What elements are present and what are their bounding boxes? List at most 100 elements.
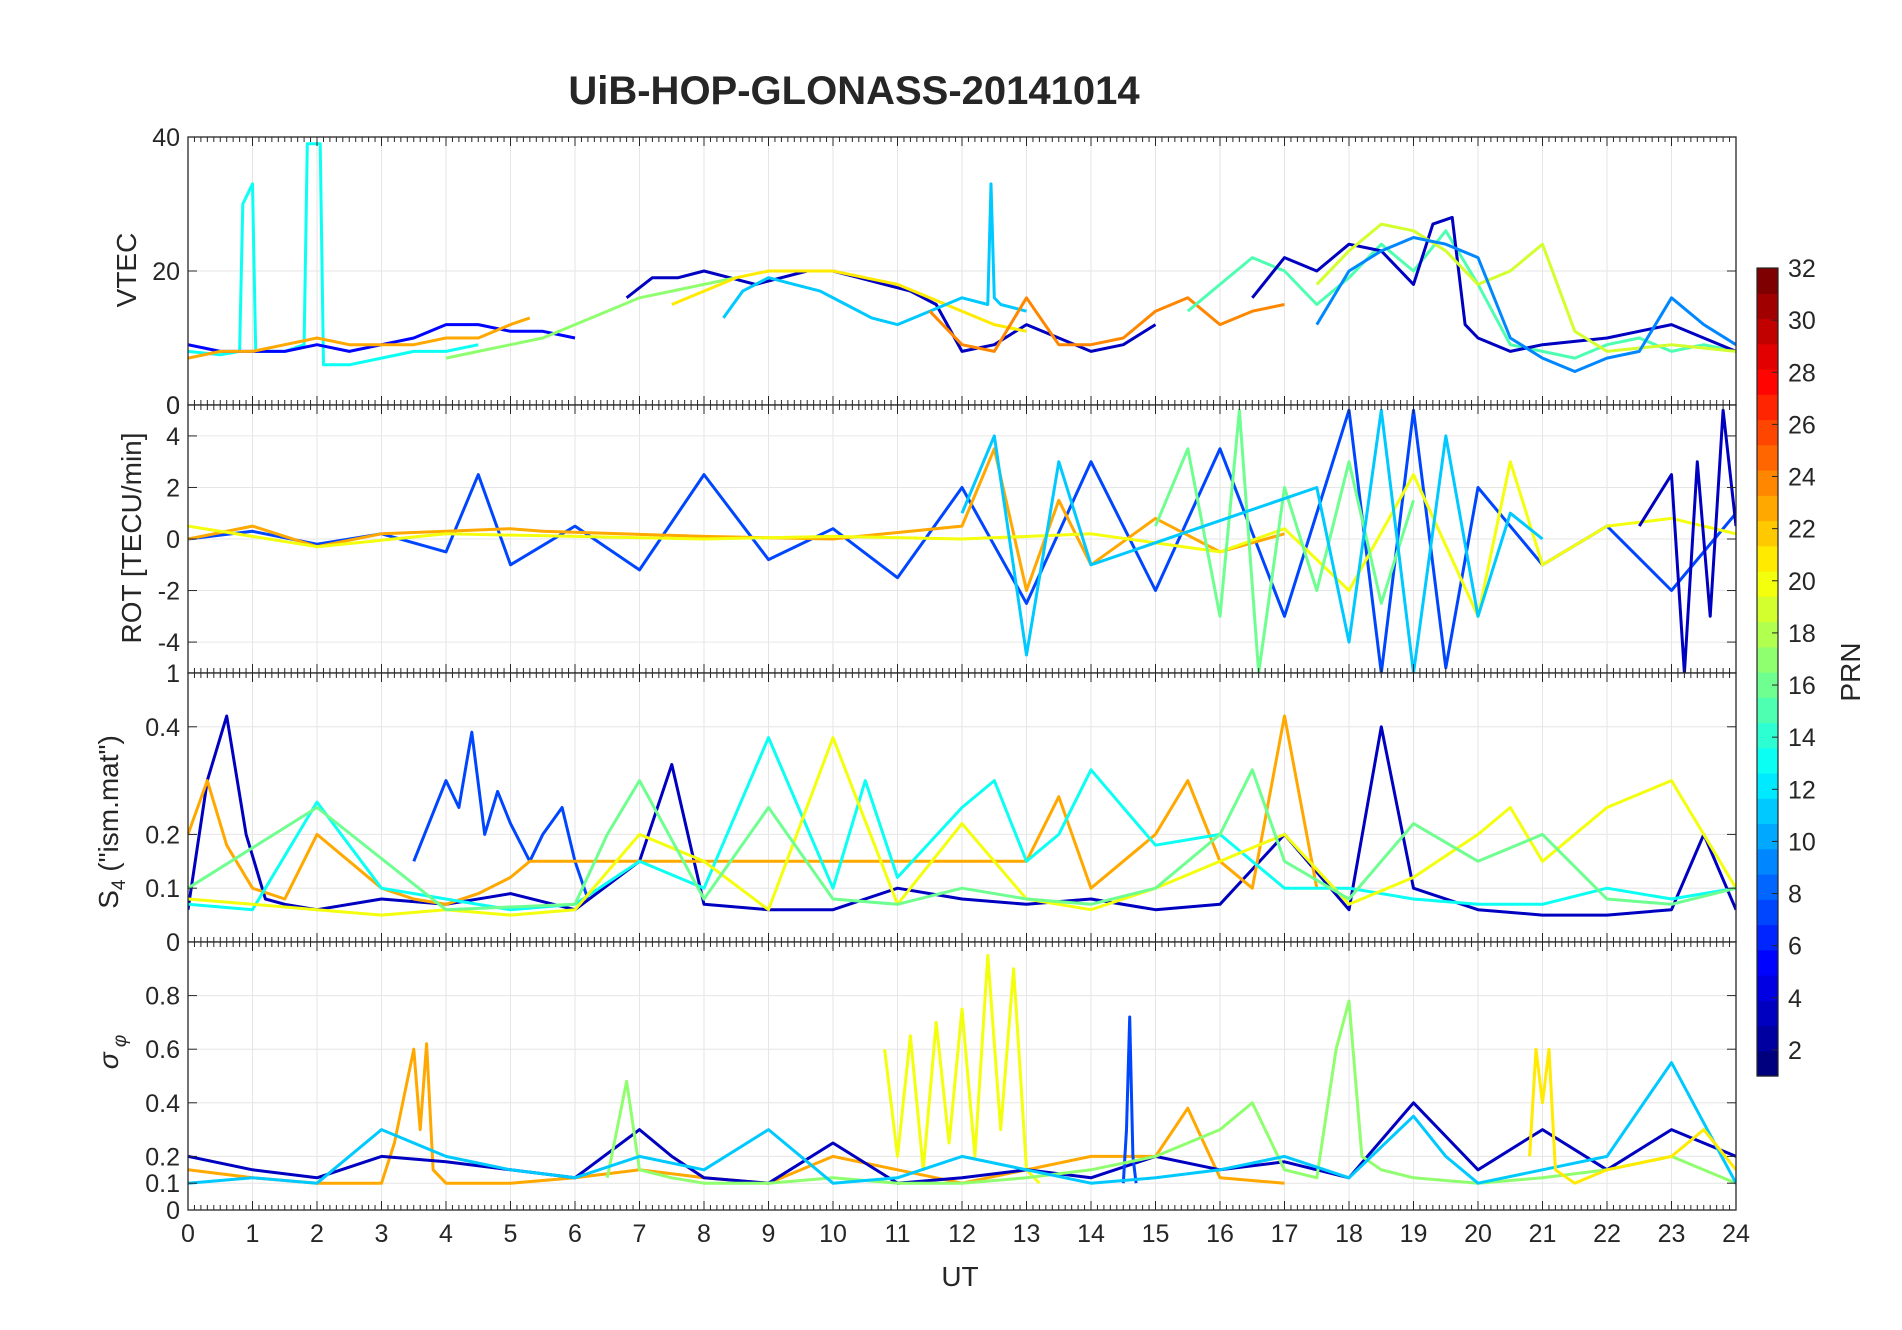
y-tick-label: 1 [166, 660, 180, 688]
colorbar-segment [1757, 394, 1778, 421]
colorbar-segment [1757, 949, 1778, 976]
series-line-prn-13 [188, 142, 479, 367]
sigma-phi-ylabel: σ φ [93, 1035, 131, 1070]
colorbar-segment [1757, 369, 1778, 395]
rot-ylabel: ROT [TECU/min] [116, 432, 147, 643]
series-line-prn-23 [188, 316, 531, 360]
x-tick-label: 10 [819, 1220, 847, 1248]
y-tick-label: 0 [166, 1197, 180, 1225]
colorbar-segment [1757, 798, 1778, 825]
series-line-prn-7 [1121, 1015, 1138, 1184]
colorbar-segment [1757, 747, 1778, 774]
x-tick-label: 4 [439, 1220, 453, 1248]
colorbar-segment [1757, 571, 1778, 597]
colorbar-segment [1757, 596, 1778, 623]
colorbar-label: PRN [1835, 642, 1866, 701]
series-line-prn-3 [1638, 408, 1736, 673]
series-line-prn-17 [445, 276, 737, 360]
series-line-prn-7 [412, 730, 590, 900]
y-tick-label: 40 [152, 124, 180, 152]
x-tick-label: 15 [1142, 1220, 1170, 1248]
x-tick-label: 20 [1464, 1220, 1492, 1248]
colorbar-segment [1757, 545, 1778, 572]
colorbar-tick-label: 10 [1788, 828, 1816, 856]
colorbar-segment [1757, 318, 1778, 345]
colorbar-segment [1757, 1000, 1778, 1027]
vtec-panel: 0 20 40 [152, 124, 1737, 420]
colorbar-segment [1757, 672, 1778, 698]
x-tick-label: 22 [1593, 1220, 1621, 1248]
series-line-prn-9 [1315, 236, 1736, 373]
sigma-phi-ylabel-text: σ φ [93, 1035, 131, 1070]
colorbar-segment [1757, 495, 1778, 522]
y-tick-label: -4 [158, 629, 180, 657]
x-tick-label: 17 [1271, 1220, 1299, 1248]
series-line-prn-3 [188, 714, 1736, 917]
colorbar-segment [1757, 444, 1778, 471]
y-tick-label: 0.2 [145, 821, 180, 849]
colorbar-segment [1757, 268, 1778, 294]
series-line-prn-13 [188, 736, 1736, 912]
x-tick-label: 2 [310, 1220, 324, 1248]
colorbar-tick-label: 12 [1788, 776, 1816, 804]
x-tick-label: 6 [568, 1220, 582, 1248]
series-line-prn-20 [883, 953, 1041, 1185]
colorbar-tick-label: 16 [1788, 672, 1816, 700]
x-tick-label: 11 [885, 1220, 911, 1248]
series-line-prn-3 [188, 1101, 1736, 1185]
series-line-prn-21 [671, 269, 1027, 333]
series-line-prn-11 [188, 1061, 1736, 1185]
x-tick-label: 18 [1335, 1220, 1363, 1248]
colorbar-tick-label: 28 [1788, 359, 1816, 387]
series-group [188, 142, 1736, 373]
colorbar-segment [1757, 874, 1778, 900]
x-tick-label: 3 [375, 1220, 389, 1248]
colorbar-tick-label: 32 [1788, 255, 1816, 283]
colorbar-segment [1757, 823, 1778, 850]
colorbar-segment [1757, 899, 1778, 926]
y-tick-label: 0.6 [145, 1036, 180, 1064]
x-tick-labels: 0 1 2 3 4 5 6 7 8 9 10 11 12 13 14 15 16 17 18 19 20 21 22 23 24 [181, 1220, 1750, 1248]
colorbar-tick-label: 8 [1788, 881, 1802, 909]
x-tick-label: 0 [181, 1220, 195, 1248]
x-tick-label: 13 [1013, 1220, 1041, 1248]
series-line-prn-19 [1315, 222, 1736, 353]
series-group [188, 714, 1736, 917]
y-tick-label: 0.4 [145, 714, 180, 742]
x-tick-label: 8 [697, 1220, 711, 1248]
colorbar-segment [1757, 924, 1778, 951]
x-tick-label: 7 [633, 1220, 647, 1248]
colorbar-tick-label: 30 [1788, 307, 1816, 335]
colorbar-tick-label: 18 [1788, 620, 1816, 648]
x-tick-label: 12 [948, 1220, 976, 1248]
series-line-prn-24 [928, 296, 1285, 353]
colorbar-segment [1757, 293, 1778, 320]
colorbar-segment [1757, 621, 1778, 648]
y-tick-label: 4 [166, 423, 180, 451]
y-tick-label: 0 [166, 392, 180, 420]
y-tick-label: 0.1 [145, 875, 180, 903]
y-tick-label: 0.2 [145, 1143, 180, 1171]
colorbar-tick-label: 4 [1788, 985, 1802, 1013]
colorbar-segment [1757, 419, 1778, 446]
y-tick-label: -2 [158, 578, 180, 606]
colorbar-tick-label: 26 [1788, 411, 1816, 439]
colorbar-box [1756, 267, 1779, 1077]
colorbar-segment [1757, 722, 1778, 749]
rot-panel: -4 -2 0 2 4 0 [158, 392, 1737, 674]
x-tick-label: 23 [1658, 1220, 1686, 1248]
colorbar-segment [1757, 520, 1778, 547]
colorbar-tick-label: 20 [1788, 568, 1816, 596]
series-line-prn-21 [1528, 1047, 1736, 1185]
series-line-prn-23 [188, 447, 1285, 592]
colorbar-tick-label: 2 [1788, 1037, 1802, 1065]
series-group [188, 408, 1736, 673]
colorbar-segment [1757, 1050, 1778, 1077]
x-tick-label: 9 [762, 1220, 776, 1248]
x-tick-label: 1 [246, 1220, 260, 1248]
series-line-prn-16 [188, 768, 1736, 912]
series-line-prn-20 [188, 460, 1736, 618]
y-tick-label: 2 [166, 474, 180, 502]
